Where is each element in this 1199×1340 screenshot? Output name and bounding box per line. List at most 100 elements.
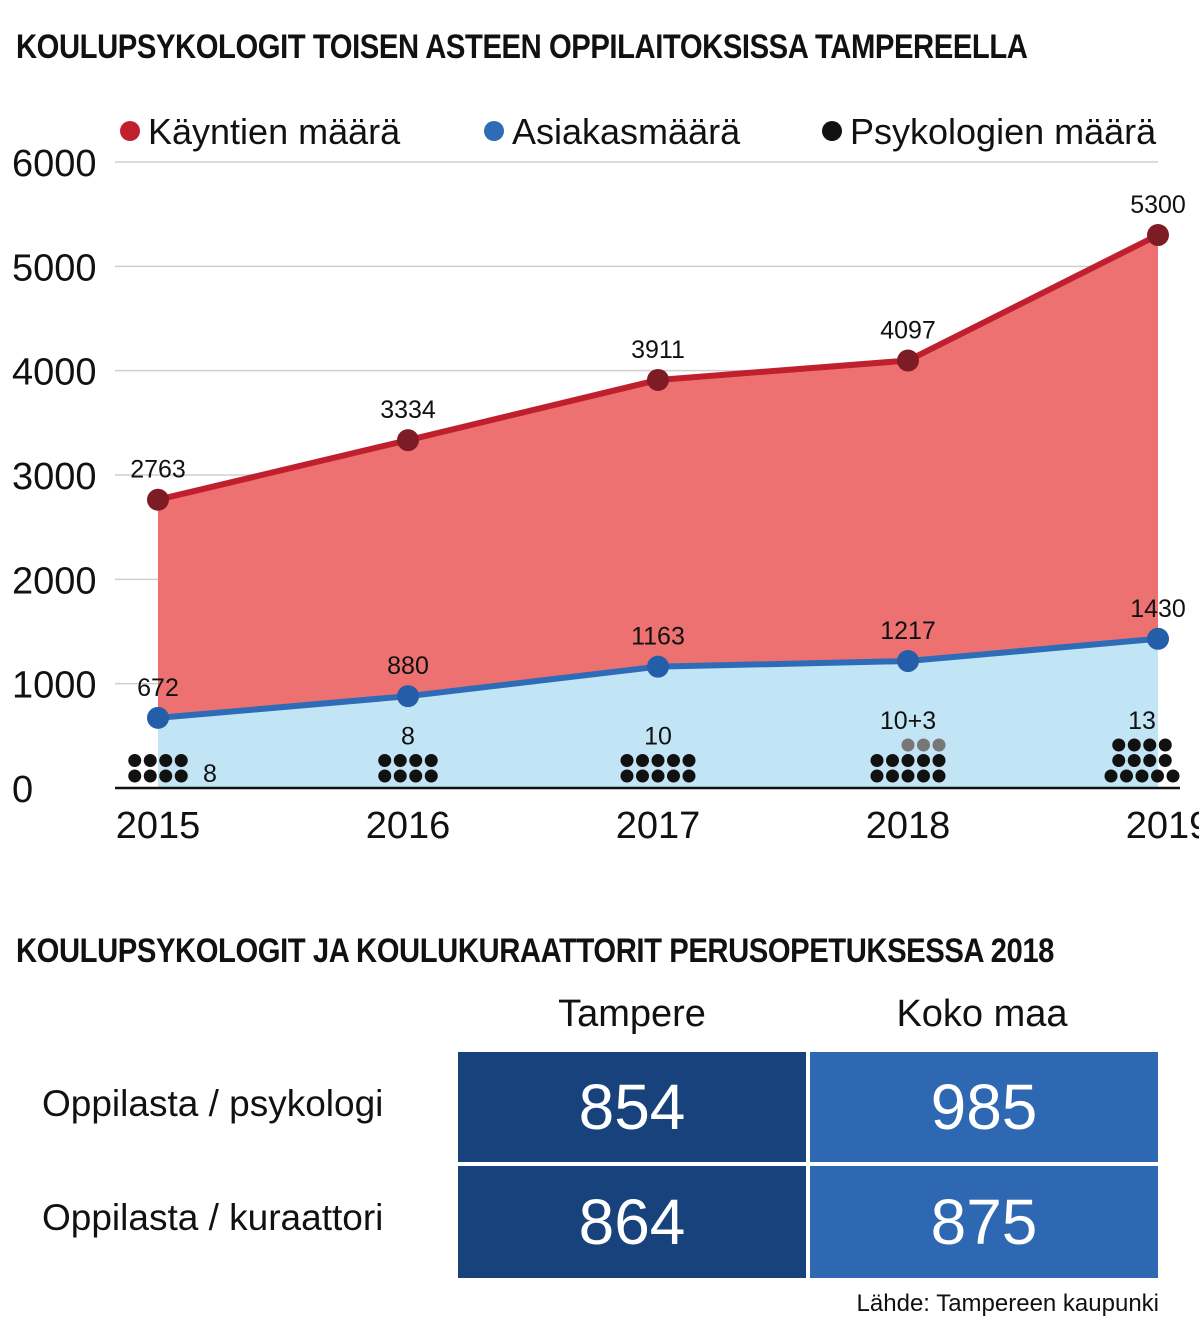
psychologist-dot bbox=[886, 769, 899, 783]
psychologist-dot bbox=[1143, 738, 1157, 752]
legend-label: Asiakasmäärä bbox=[512, 111, 741, 152]
psychologist-dot bbox=[1158, 738, 1172, 752]
y-tick-label: 2000 bbox=[12, 560, 97, 602]
psychologist-dot bbox=[128, 769, 142, 783]
psychologist-dot bbox=[651, 769, 665, 783]
x-tick-label: 2016 bbox=[366, 805, 451, 847]
clients-data-label: 672 bbox=[137, 674, 179, 702]
clients-data-label: 1430 bbox=[1130, 595, 1186, 623]
psychologist-dot bbox=[159, 754, 173, 767]
psychologist-dot bbox=[393, 754, 407, 767]
psychologist-dot bbox=[682, 769, 696, 783]
psychologist-dot bbox=[901, 769, 915, 783]
psychologist-dot bbox=[174, 754, 188, 767]
clients-point bbox=[897, 650, 919, 673]
psychologist-count-label: 8 bbox=[401, 723, 415, 751]
psychologist-dot bbox=[682, 754, 696, 767]
psychologist-dot bbox=[128, 754, 142, 767]
clients-data-label: 1163 bbox=[631, 623, 685, 651]
row-label-kuraattori: Oppilasta / kuraattori bbox=[42, 1197, 384, 1238]
x-tick-label: 2018 bbox=[866, 805, 951, 847]
visits-data-label: 4097 bbox=[880, 317, 936, 345]
psychologist-dot bbox=[1158, 754, 1172, 767]
column-header-tampere: Tampere bbox=[558, 993, 706, 1035]
cell-tampere-psykologi: 854 bbox=[458, 1052, 806, 1162]
psychologist-count-label: 8 bbox=[203, 760, 217, 788]
visits-data-label: 5300 bbox=[1130, 191, 1186, 219]
legend-marker bbox=[120, 121, 140, 141]
legend-label: Käyntien määrä bbox=[148, 111, 401, 152]
psychologist-dot bbox=[667, 754, 680, 767]
psychologist-extra-dot bbox=[932, 738, 946, 752]
psychologist-dot bbox=[378, 754, 392, 767]
psychologist-dot bbox=[1120, 769, 1133, 783]
x-tick-label: 2019 bbox=[1126, 805, 1199, 847]
clients-data-label: 880 bbox=[387, 652, 429, 680]
psychologist-dot bbox=[1112, 754, 1126, 767]
table-title: KOULUPSYKOLOGIT JA KOULUKURAATTORIT PERU… bbox=[16, 932, 1055, 970]
clients-point bbox=[147, 706, 169, 729]
visits-point bbox=[397, 429, 419, 452]
column-header-koko-maa: Koko maa bbox=[896, 993, 1068, 1035]
psychologist-dot bbox=[393, 769, 407, 783]
x-tick-label: 2017 bbox=[616, 805, 701, 847]
psychologist-dot bbox=[424, 754, 438, 767]
cell-koko-maa-psykologi: 985 bbox=[810, 1052, 1158, 1162]
psychologist-count-label: 10+3 bbox=[880, 707, 936, 735]
psychologist-dot bbox=[636, 754, 649, 767]
psychologist-dot bbox=[932, 769, 946, 783]
psychologist-dot bbox=[143, 754, 157, 767]
visits-data-label: 3911 bbox=[631, 336, 685, 364]
psychologist-dot bbox=[932, 754, 946, 767]
cell-tampere-kuraattori: 864 bbox=[458, 1166, 806, 1278]
psychologist-dot bbox=[1127, 738, 1141, 752]
legend-marker bbox=[822, 121, 842, 141]
psychologist-dot bbox=[1151, 769, 1164, 783]
y-tick-label: 3000 bbox=[12, 456, 97, 498]
psychologist-dot bbox=[409, 769, 423, 783]
psychologist-dot bbox=[917, 769, 930, 783]
y-tick-label: 5000 bbox=[12, 247, 97, 289]
psychologist-dot bbox=[1112, 738, 1126, 752]
y-tick-label: 1000 bbox=[12, 665, 97, 707]
psychologist-dot bbox=[1104, 769, 1118, 783]
legend-label: Psykologien määrä bbox=[850, 111, 1157, 152]
psychologist-dot bbox=[143, 769, 157, 783]
psychologist-dot bbox=[159, 769, 173, 783]
psychologist-count-label: 13 bbox=[1128, 707, 1156, 735]
visits-data-label: 3334 bbox=[380, 396, 436, 424]
psychologist-dot bbox=[636, 769, 649, 783]
visits-point bbox=[147, 488, 169, 511]
legend-marker bbox=[484, 121, 504, 141]
psychologist-dot bbox=[667, 769, 680, 783]
psychologist-dot bbox=[1143, 754, 1157, 767]
row-label-psykologi: Oppilasta / psykologi bbox=[42, 1083, 384, 1124]
psychologist-dot bbox=[1166, 769, 1180, 783]
source-note: Lähde: Tampereen kaupunki bbox=[856, 1290, 1159, 1317]
clients-point bbox=[1147, 627, 1169, 650]
x-tick-label: 2015 bbox=[116, 805, 201, 847]
psychologist-dot bbox=[620, 769, 634, 783]
psychologist-dot bbox=[409, 754, 423, 767]
psychologist-dot bbox=[917, 754, 930, 767]
y-tick-label: 0 bbox=[12, 769, 33, 811]
visits-point bbox=[897, 349, 919, 372]
psychologist-extra-dot bbox=[901, 738, 915, 752]
psychologist-dot bbox=[620, 754, 634, 767]
psychologist-dot bbox=[870, 769, 884, 783]
psychologist-dot bbox=[378, 769, 392, 783]
y-tick-label: 6000 bbox=[12, 143, 97, 185]
psychologist-dot bbox=[886, 754, 899, 767]
psychologist-count-label: 10 bbox=[644, 723, 672, 751]
psychologist-dot bbox=[174, 769, 188, 783]
cell-koko-maa-kuraattori: 875 bbox=[810, 1166, 1158, 1278]
psychologist-dot bbox=[901, 754, 915, 767]
clients-point bbox=[647, 655, 669, 678]
psychologist-dot bbox=[1127, 754, 1141, 767]
visits-area bbox=[158, 235, 1158, 718]
visits-data-label: 2763 bbox=[130, 456, 186, 484]
psychologist-dot bbox=[424, 769, 438, 783]
visits-point bbox=[647, 368, 669, 391]
psychologist-dot bbox=[870, 754, 884, 767]
